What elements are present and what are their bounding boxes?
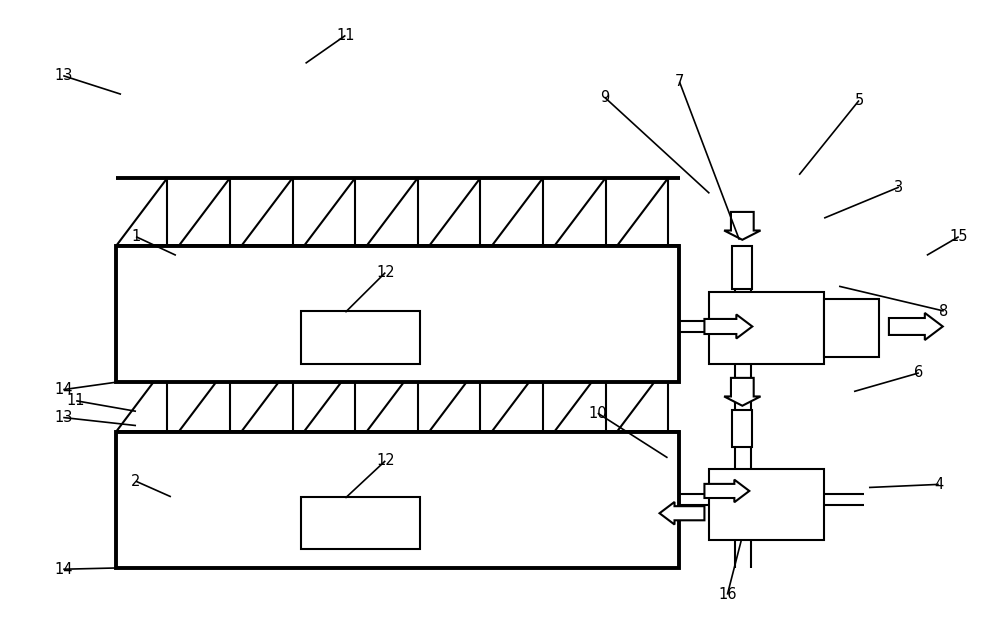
Text: 11: 11 (67, 393, 85, 408)
Polygon shape (704, 480, 749, 502)
Bar (732, 410, 752, 447)
Text: 6: 6 (914, 365, 923, 381)
Text: 9: 9 (600, 90, 609, 105)
Text: 8: 8 (939, 304, 948, 318)
Text: 3: 3 (894, 180, 903, 195)
Text: 14: 14 (54, 382, 72, 397)
Bar (709, 292, 824, 364)
Text: 13: 13 (54, 410, 72, 425)
Bar (301, 311, 420, 364)
Text: 16: 16 (718, 587, 737, 602)
Bar (824, 299, 879, 358)
Text: 15: 15 (949, 229, 968, 244)
Bar (709, 469, 824, 540)
Polygon shape (724, 212, 761, 240)
Text: 10: 10 (588, 406, 607, 420)
Text: 4: 4 (934, 477, 943, 492)
Polygon shape (724, 378, 761, 406)
Text: 2: 2 (131, 474, 141, 489)
Polygon shape (889, 313, 943, 340)
Text: 12: 12 (376, 265, 395, 280)
Text: 12: 12 (376, 453, 395, 468)
Polygon shape (660, 502, 704, 524)
Bar (732, 246, 752, 289)
Text: 5: 5 (854, 93, 864, 108)
Text: 13: 13 (54, 68, 72, 83)
Text: 1: 1 (131, 229, 141, 244)
Bar (301, 497, 420, 549)
Text: 7: 7 (675, 75, 684, 90)
Polygon shape (704, 315, 752, 338)
Bar (116, 432, 679, 568)
Bar (116, 246, 679, 382)
Text: 14: 14 (54, 562, 72, 577)
Text: 11: 11 (336, 28, 355, 43)
